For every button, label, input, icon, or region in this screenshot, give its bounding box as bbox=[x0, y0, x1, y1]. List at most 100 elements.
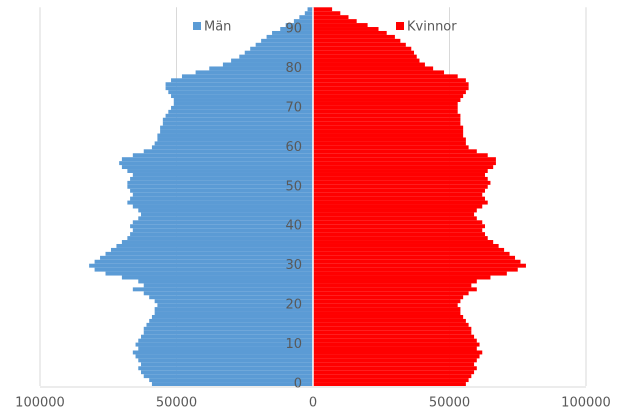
bar bbox=[151, 314, 313, 319]
bar bbox=[239, 54, 313, 59]
bar bbox=[154, 299, 313, 304]
bar bbox=[132, 287, 313, 292]
bar bbox=[313, 275, 491, 280]
bar bbox=[154, 141, 313, 146]
bar bbox=[313, 318, 466, 323]
bar bbox=[313, 70, 445, 75]
bar bbox=[313, 196, 485, 201]
bar bbox=[313, 90, 466, 95]
bar bbox=[143, 283, 313, 288]
bar bbox=[222, 62, 313, 67]
bar bbox=[313, 46, 412, 51]
bar bbox=[168, 90, 313, 95]
bar bbox=[313, 224, 485, 229]
bar bbox=[313, 125, 464, 130]
bar bbox=[162, 117, 313, 122]
bar bbox=[313, 113, 461, 118]
bar bbox=[313, 74, 458, 79]
bar bbox=[313, 129, 464, 134]
bar bbox=[313, 153, 488, 158]
bar bbox=[313, 54, 417, 59]
bar bbox=[127, 184, 313, 189]
bar bbox=[313, 236, 488, 241]
bar bbox=[266, 34, 313, 39]
bar bbox=[313, 42, 406, 47]
bar bbox=[313, 101, 458, 106]
bar bbox=[138, 216, 313, 221]
bar bbox=[132, 220, 313, 225]
bar bbox=[313, 346, 477, 351]
bar bbox=[130, 196, 313, 201]
bar bbox=[209, 66, 313, 71]
y-tick-label: 40 bbox=[285, 219, 302, 234]
bar bbox=[313, 255, 516, 260]
bar bbox=[313, 7, 333, 12]
bar bbox=[127, 236, 313, 241]
bar bbox=[313, 117, 461, 122]
bar bbox=[127, 200, 313, 205]
bar bbox=[313, 86, 469, 91]
x-tick-label: 100000 bbox=[561, 396, 611, 411]
bar bbox=[132, 153, 313, 158]
bar bbox=[313, 11, 341, 16]
bar bbox=[151, 382, 313, 386]
bar bbox=[157, 133, 313, 138]
bar bbox=[313, 283, 472, 288]
bar bbox=[121, 157, 314, 162]
bar bbox=[154, 307, 313, 312]
bar bbox=[173, 98, 313, 102]
y-tick-label: 80 bbox=[285, 61, 302, 76]
bar bbox=[313, 322, 469, 327]
bar bbox=[293, 19, 313, 24]
bar bbox=[313, 30, 387, 35]
bar bbox=[160, 125, 313, 130]
bar bbox=[250, 46, 313, 51]
bar bbox=[313, 220, 483, 225]
bar bbox=[154, 311, 313, 315]
bar bbox=[100, 255, 313, 260]
bar bbox=[171, 105, 313, 110]
bar bbox=[149, 318, 313, 323]
bar bbox=[313, 149, 477, 154]
x-tick-label: 50000 bbox=[429, 396, 470, 411]
bar bbox=[313, 259, 521, 264]
bar bbox=[313, 98, 461, 102]
bar bbox=[313, 62, 425, 67]
y-tick-label: 10 bbox=[285, 337, 302, 352]
y-tick-label: 70 bbox=[285, 100, 302, 115]
bar bbox=[116, 243, 313, 248]
bar bbox=[146, 322, 313, 327]
bar bbox=[313, 358, 477, 363]
bar bbox=[313, 247, 505, 252]
bar bbox=[138, 346, 313, 351]
bar bbox=[313, 299, 461, 304]
bar bbox=[313, 350, 483, 355]
bar bbox=[138, 366, 313, 371]
y-tick-label: 20 bbox=[285, 298, 302, 313]
bar bbox=[121, 275, 314, 280]
bar bbox=[149, 378, 313, 383]
legend-swatch bbox=[396, 22, 404, 30]
bar bbox=[313, 251, 510, 256]
bar bbox=[313, 78, 466, 83]
bar bbox=[313, 50, 415, 55]
bar bbox=[231, 58, 313, 63]
legend-swatch bbox=[193, 22, 201, 30]
bar bbox=[313, 212, 475, 217]
bar bbox=[121, 165, 314, 170]
bar bbox=[130, 176, 313, 181]
bar bbox=[313, 342, 480, 347]
bar bbox=[313, 330, 472, 335]
bar bbox=[313, 307, 461, 312]
bar bbox=[165, 113, 313, 118]
y-tick-label: 90 bbox=[285, 21, 302, 36]
bar bbox=[165, 86, 313, 91]
bar bbox=[313, 105, 458, 110]
legend-label: Män bbox=[204, 20, 231, 35]
bar bbox=[132, 228, 313, 233]
bar bbox=[130, 232, 313, 237]
bar bbox=[313, 94, 464, 99]
bar bbox=[141, 334, 313, 339]
bar bbox=[171, 78, 313, 83]
